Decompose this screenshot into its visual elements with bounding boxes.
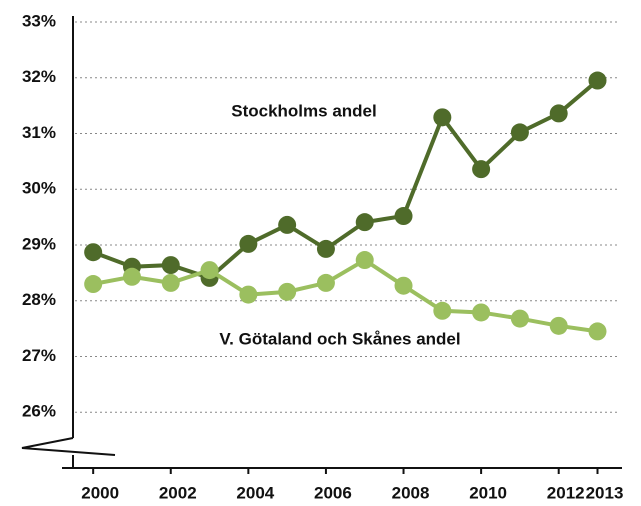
point [394, 207, 413, 226]
point [394, 276, 413, 295]
point [510, 123, 529, 142]
point [278, 282, 297, 301]
y-tick-label: 31% [22, 123, 56, 142]
y-tick-label: 27% [22, 346, 56, 365]
x-tick-label: 2006 [314, 483, 352, 502]
x-tick-label: 2012 [547, 483, 585, 502]
point [161, 256, 180, 275]
point [472, 160, 491, 179]
point [278, 215, 297, 234]
y-tick-label: 33% [22, 11, 56, 30]
y-tick-label: 29% [22, 234, 56, 253]
point [588, 71, 607, 90]
point [239, 234, 258, 253]
point [316, 273, 335, 292]
point [588, 322, 607, 341]
point [549, 316, 568, 335]
y-tick-label: 32% [22, 67, 56, 86]
point [472, 303, 491, 322]
point [161, 273, 180, 292]
point [239, 285, 258, 304]
annotation: Stockholms andel [231, 101, 376, 120]
y-tick-label: 30% [22, 179, 56, 198]
point [433, 301, 452, 320]
point [316, 239, 335, 258]
x-tick-label: 2002 [159, 483, 197, 502]
axes [21, 16, 622, 469]
point [84, 243, 103, 262]
point [510, 309, 529, 328]
x-tick-label: 2004 [236, 483, 274, 502]
y-tick-label: 28% [22, 290, 56, 309]
point [355, 251, 374, 270]
point [433, 108, 452, 127]
point [200, 261, 219, 280]
x-tick-label: 2013 [586, 483, 624, 502]
point [84, 275, 103, 294]
x-tick-label: 2000 [81, 483, 119, 502]
annotation: V. Götaland och Skånes andel [219, 329, 460, 348]
axis-break [21, 437, 116, 456]
y-tick-label: 26% [22, 402, 56, 421]
point [355, 213, 374, 232]
point [122, 267, 141, 286]
x-tick-label: 2008 [392, 483, 430, 502]
x-tick-label: 2010 [469, 483, 507, 502]
point [549, 104, 568, 123]
